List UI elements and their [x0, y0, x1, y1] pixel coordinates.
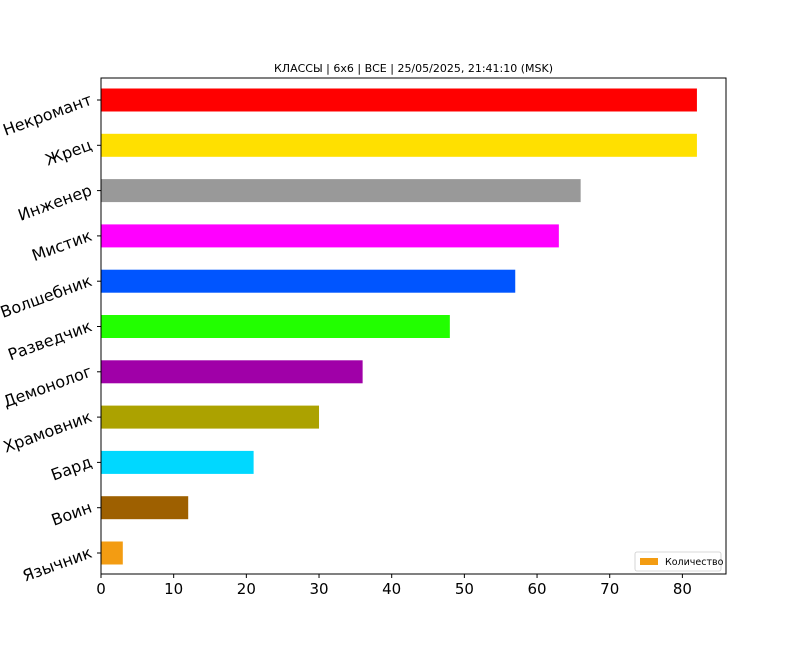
x-axis: 0 10 20 30 40 50 60 70 80: [96, 574, 692, 598]
x-tick-label: 30: [309, 580, 328, 598]
y-tick-label: Бард: [48, 452, 94, 484]
y-tick-label: Демонолог: [1, 362, 95, 412]
bar-2: [101, 133, 697, 157]
legend-swatch: [640, 558, 658, 565]
bar-10: [101, 496, 189, 520]
bar-9: [101, 450, 254, 474]
bar-8: [101, 405, 320, 429]
x-tick-label: 70: [600, 580, 619, 598]
y-tick-label: Мистик: [29, 226, 94, 265]
y-tick-label: Храмовник: [1, 407, 95, 457]
y-tick-label: Язычник: [20, 543, 95, 586]
bar-6: [101, 315, 450, 338]
x-tick-label: 10: [164, 580, 183, 598]
legend: Количество: [634, 551, 724, 572]
y-tick-label: Жрец: [43, 135, 95, 169]
chart-title: КЛАССЫ | 6x6 | ВСЕ | 25/05/2025, 21:41:1…: [274, 62, 553, 75]
bar-7: [101, 360, 363, 384]
y-tick-label: Воин: [49, 498, 95, 530]
bar-11: [101, 541, 123, 565]
x-tick-label: 50: [455, 580, 474, 598]
y-tick-label: Некромант: [0, 90, 94, 140]
plot-frame: [100, 77, 727, 575]
legend-label: Количество: [665, 557, 724, 568]
x-tick-label: 40: [382, 580, 401, 598]
x-tick-label: 0: [96, 580, 106, 598]
y-tick-label: Инженер: [15, 181, 94, 225]
legend-box: [634, 551, 722, 572]
bar-3: [101, 179, 581, 203]
x-tick-label: 20: [237, 580, 256, 598]
bars-layer: [101, 88, 697, 565]
bar-4: [101, 224, 559, 248]
x-tick-label: 60: [527, 580, 546, 598]
x-tick-label: 80: [673, 580, 692, 598]
y-tick-label: Волшебник: [0, 271, 95, 322]
bar-5: [101, 269, 516, 293]
bar-1: [101, 88, 697, 112]
y-tick-label: Разведчик: [5, 316, 94, 364]
